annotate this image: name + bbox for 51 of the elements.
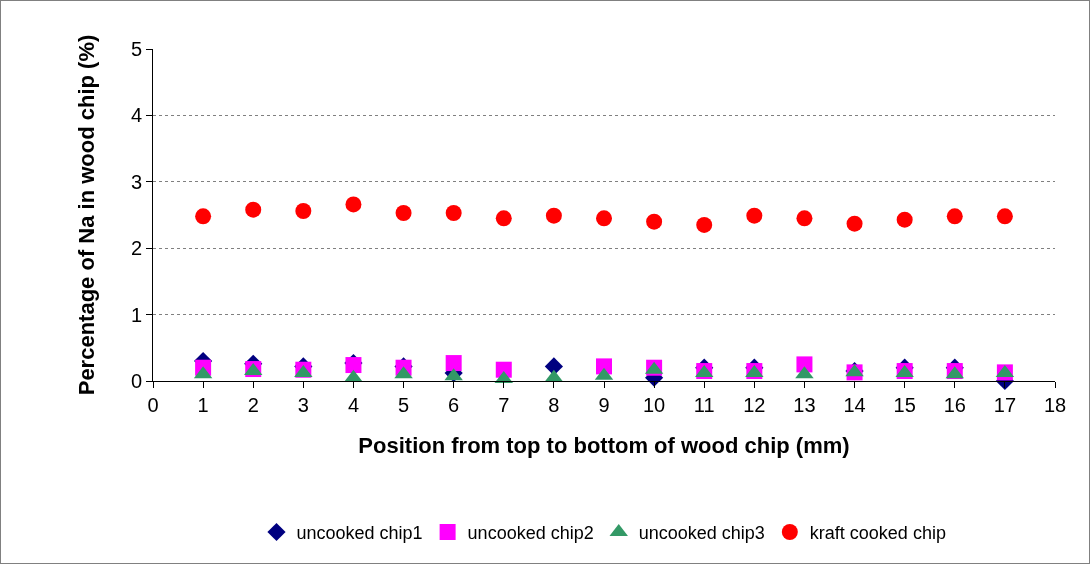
x-tick-label: 11 <box>693 394 715 416</box>
x-tick-label: 15 <box>893 394 916 416</box>
point <box>545 207 562 224</box>
point <box>646 213 663 230</box>
point <box>896 211 913 228</box>
y-tick-label: 5 <box>130 38 142 60</box>
point <box>245 201 262 218</box>
point <box>696 216 713 233</box>
y-tick-label: 3 <box>130 170 142 193</box>
point <box>445 355 462 372</box>
x-tick-label: 1 <box>197 394 209 416</box>
x-tick-label: 8 <box>548 394 560 416</box>
y-axis-title: Percentage of Na in wood chip (%) <box>73 34 99 396</box>
x-tick-label: 13 <box>793 394 816 416</box>
x-tick-label: 3 <box>297 394 309 416</box>
point <box>495 210 512 227</box>
y-tick-label: 4 <box>130 104 142 127</box>
legend-label: kraft cooked chip <box>809 523 946 544</box>
legend-label: uncooked chip3 <box>638 523 765 544</box>
y-tick-label: 2 <box>130 237 142 260</box>
x-tick-label: 6 <box>448 394 460 416</box>
x-tick-label: 18 <box>1043 394 1067 416</box>
point <box>395 205 412 221</box>
x-tick-label: 17 <box>993 394 1017 416</box>
point <box>345 196 362 213</box>
point <box>445 205 462 221</box>
point <box>596 210 612 227</box>
point <box>796 210 813 227</box>
x-tick-label: 16 <box>943 394 966 416</box>
x-tick-label: 2 <box>247 394 259 416</box>
legend-label: uncooked chip1 <box>296 523 423 544</box>
point <box>195 208 212 225</box>
x-tick-label: 4 <box>347 394 359 416</box>
point <box>345 357 362 374</box>
x-tick-label: 0 <box>147 394 159 416</box>
point <box>746 207 763 224</box>
point <box>996 208 1013 225</box>
x-tick-label: 7 <box>498 394 510 416</box>
x-tick-label: 14 <box>843 394 866 416</box>
x-tick-label: 9 <box>598 394 610 416</box>
point <box>946 208 963 225</box>
x-axis-title: Position from top to bottom of wood chip (mm) <box>358 432 850 458</box>
y-tick-label: 0 <box>130 370 142 392</box>
point <box>796 356 813 373</box>
legend-label: uncooked chip2 <box>467 523 594 544</box>
x-tick-label: 12 <box>743 394 766 416</box>
x-tick-label: 5 <box>398 394 410 416</box>
x-tick-label: 10 <box>642 394 666 416</box>
point <box>295 203 312 220</box>
point <box>846 215 863 232</box>
y-tick-label: 1 <box>130 303 142 326</box>
